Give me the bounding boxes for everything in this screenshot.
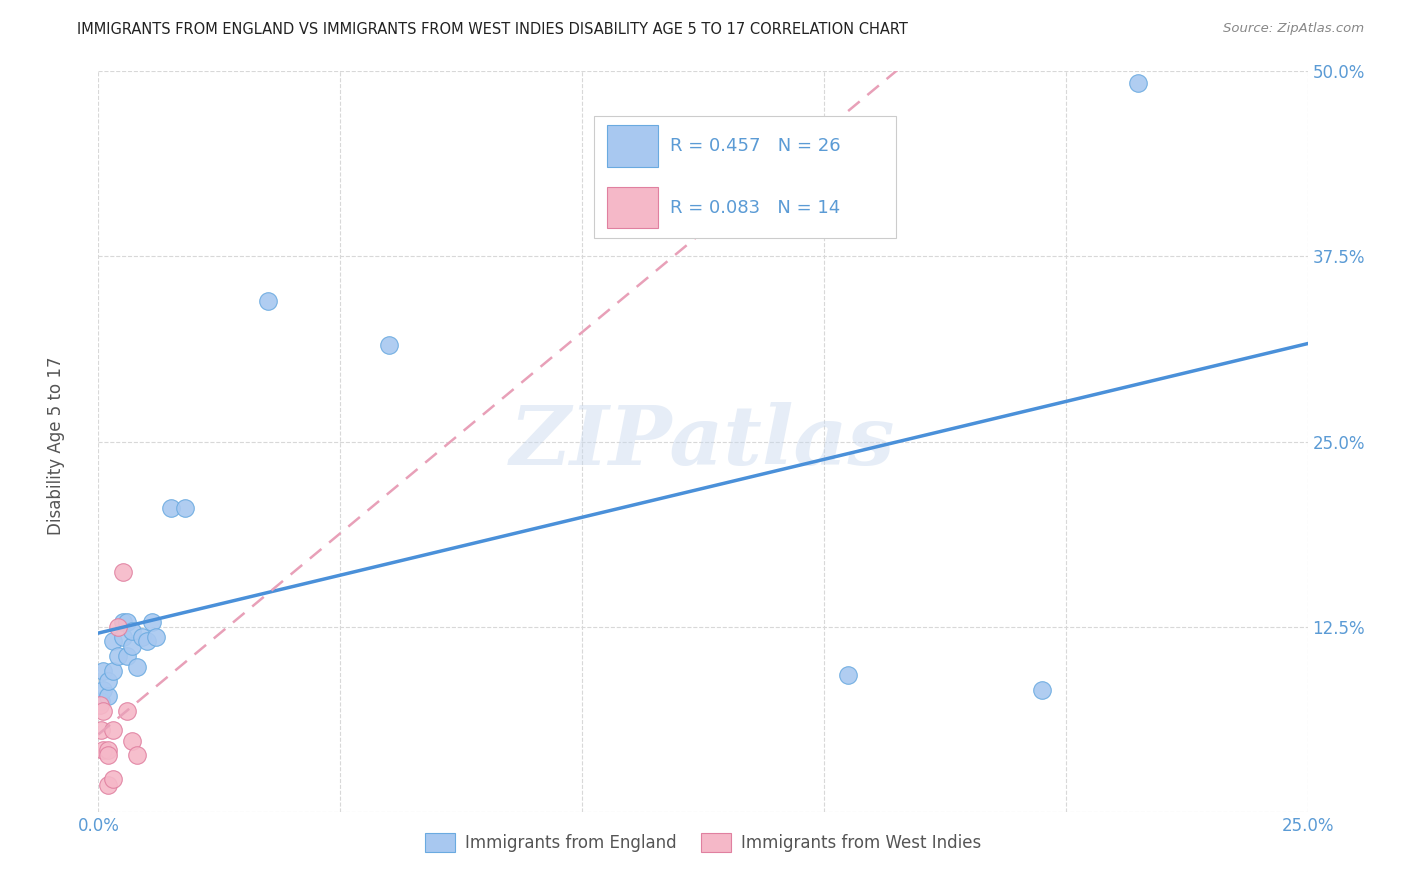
Point <box>117 649 139 664</box>
Point <box>101 664 124 678</box>
FancyBboxPatch shape <box>607 126 658 167</box>
Point <box>101 634 124 648</box>
Point <box>90 723 112 738</box>
Point <box>107 619 129 633</box>
Point <box>160 501 183 516</box>
Point <box>1128 76 1150 90</box>
Point <box>89 698 111 712</box>
Point <box>121 733 143 747</box>
Point <box>256 293 278 308</box>
Point <box>135 634 157 648</box>
Text: Disability Age 5 to 17: Disability Age 5 to 17 <box>48 357 65 535</box>
Point <box>141 615 163 630</box>
Text: Source: ZipAtlas.com: Source: ZipAtlas.com <box>1223 22 1364 36</box>
Point <box>90 694 112 708</box>
Point <box>131 630 153 644</box>
Point <box>91 704 114 718</box>
Point <box>101 772 124 786</box>
Point <box>111 630 134 644</box>
Point <box>97 748 120 763</box>
Point <box>97 778 120 792</box>
Point <box>97 674 120 689</box>
Point <box>377 338 399 352</box>
Point <box>107 649 129 664</box>
Point <box>117 615 139 630</box>
Point <box>117 704 139 718</box>
Point <box>121 624 143 638</box>
Point <box>97 742 120 756</box>
Point <box>127 748 149 763</box>
Point <box>97 690 120 704</box>
Point <box>101 723 124 738</box>
Point <box>91 664 114 678</box>
Point <box>1031 683 1053 698</box>
Text: R = 0.457   N = 26: R = 0.457 N = 26 <box>671 137 841 155</box>
Point <box>111 615 134 630</box>
Point <box>121 639 143 653</box>
Legend: Immigrants from England, Immigrants from West Indies: Immigrants from England, Immigrants from… <box>418 826 988 859</box>
Point <box>174 501 197 516</box>
Text: R = 0.083   N = 14: R = 0.083 N = 14 <box>671 199 841 217</box>
Point <box>837 668 859 682</box>
FancyBboxPatch shape <box>595 116 897 238</box>
Point <box>111 565 134 579</box>
Point <box>91 742 114 756</box>
Text: ZIPatlas: ZIPatlas <box>510 401 896 482</box>
Point <box>145 630 167 644</box>
FancyBboxPatch shape <box>607 186 658 228</box>
Point <box>91 683 114 698</box>
Point <box>127 659 149 673</box>
Text: IMMIGRANTS FROM ENGLAND VS IMMIGRANTS FROM WEST INDIES DISABILITY AGE 5 TO 17 CO: IMMIGRANTS FROM ENGLAND VS IMMIGRANTS FR… <box>77 22 908 37</box>
